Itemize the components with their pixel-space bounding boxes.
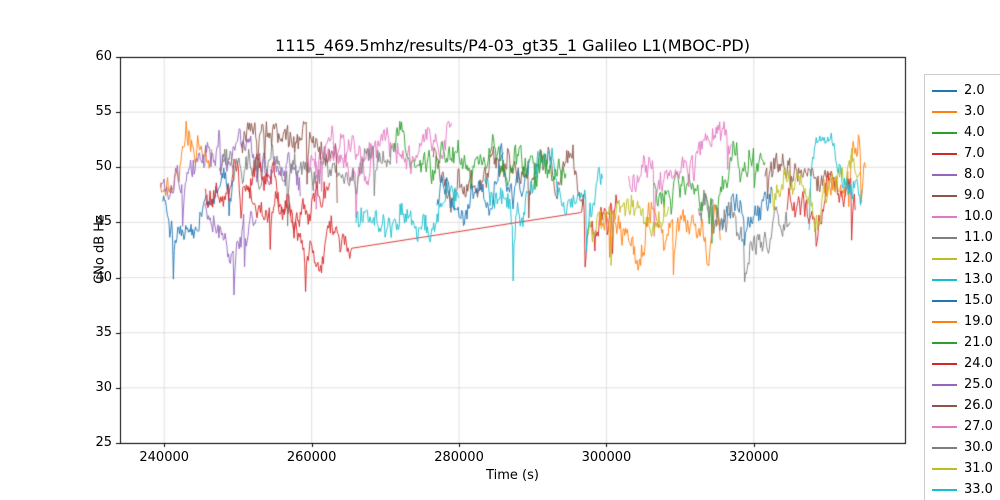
- legend-line-swatch: [932, 236, 957, 239]
- legend-item: 24.0: [925, 353, 1000, 374]
- legend-label: 9.0: [964, 188, 985, 203]
- legend-item: 27.0: [925, 416, 1000, 437]
- legend-item: 10.0: [925, 206, 1000, 227]
- legend-label: 19.0: [964, 314, 993, 329]
- legend-line-swatch: [932, 341, 957, 344]
- legend-line-swatch: [932, 446, 957, 449]
- legend-label: 33.0: [964, 482, 993, 497]
- legend-item: 33.0: [925, 479, 1000, 500]
- legend-item: 3.0: [925, 101, 1000, 122]
- y-tick-label: 60: [95, 49, 112, 64]
- legend-item: 19.0: [925, 311, 1000, 332]
- y-tick-label: 25: [95, 435, 112, 450]
- legend-item: 26.0: [925, 395, 1000, 416]
- legend-line-swatch: [932, 173, 957, 176]
- chart-title: 1115_469.5mhz/results/P4-03_gt35_1 Galil…: [275, 36, 750, 55]
- legend-line-swatch: [932, 362, 957, 365]
- legend-item: 21.0: [925, 332, 1000, 353]
- legend-item: 4.0: [925, 122, 1000, 143]
- legend-label: 7.0: [964, 146, 985, 161]
- legend-label: 4.0: [964, 125, 985, 140]
- legend-line-swatch: [932, 425, 957, 428]
- legend-item: 13.0: [925, 269, 1000, 290]
- legend-label: 26.0: [964, 398, 993, 413]
- legend-label: 15.0: [964, 293, 993, 308]
- legend-item: 15.0: [925, 290, 1000, 311]
- y-tick-label: 45: [95, 214, 112, 230]
- legend-line-swatch: [932, 299, 957, 302]
- y-tick-label: 50: [95, 159, 112, 175]
- legend-line-swatch: [932, 131, 957, 134]
- legend-item: 30.0: [925, 437, 1000, 458]
- legend-label: 30.0: [964, 440, 993, 455]
- legend-line-swatch: [932, 110, 957, 113]
- legend-line-swatch: [932, 488, 957, 491]
- x-tick-label: 320000: [729, 450, 779, 465]
- legend-item: 31.0: [925, 458, 1000, 479]
- legend-line-swatch: [932, 320, 957, 323]
- legend-line-swatch: [932, 383, 957, 386]
- y-tick-label: 40: [95, 269, 112, 285]
- legend-line-swatch: [932, 257, 957, 260]
- legend-item: 12.0: [925, 248, 1000, 269]
- legend-line-swatch: [932, 278, 957, 281]
- legend-item: 25.0: [925, 374, 1000, 395]
- legend-line-swatch: [932, 404, 957, 407]
- legend-line-swatch: [932, 89, 957, 92]
- y-tick-label: 35: [95, 324, 112, 340]
- legend-line-swatch: [932, 152, 957, 155]
- legend-item: 2.0: [925, 80, 1000, 101]
- x-tick-label: 260000: [286, 450, 337, 465]
- legend-item: 8.0: [925, 164, 1000, 185]
- legend: 2.0 3.0 4.0 7.0 8.0 9.0 10.0 11.0 12.0 13.0 15.0 19…: [924, 74, 1000, 500]
- legend-label: 24.0: [964, 356, 993, 371]
- legend-item: 7.0: [925, 143, 1000, 164]
- legend-label: 21.0: [964, 335, 993, 350]
- y-tick-label: 30: [95, 379, 112, 395]
- x-tick-label: 240000: [139, 450, 190, 465]
- x-tick-label: 280000: [434, 450, 484, 465]
- legend-label: 12.0: [964, 251, 993, 266]
- legend-label: 25.0: [964, 377, 993, 392]
- legend-label: 8.0: [964, 167, 985, 182]
- legend-line-swatch: [932, 215, 957, 218]
- legend-line-swatch: [932, 467, 957, 470]
- legend-label: 10.0: [964, 209, 993, 224]
- x-tick-label: 300000: [581, 450, 632, 465]
- legend-label: 2.0: [964, 83, 985, 98]
- legend-item: 11.0: [925, 227, 1000, 248]
- legend-label: 3.0: [964, 104, 985, 119]
- y-axis-label: CNo dB Hz: [92, 215, 108, 284]
- x-axis-label: Time (s): [486, 468, 539, 483]
- legend-label: 11.0: [964, 230, 993, 245]
- y-tick-label: 55: [95, 104, 112, 120]
- legend-line-swatch: [932, 194, 957, 197]
- legend-label: 31.0: [964, 461, 993, 476]
- legend-label: 27.0: [964, 419, 993, 434]
- legend-label: 13.0: [964, 272, 993, 287]
- legend-item: 9.0: [925, 185, 1000, 206]
